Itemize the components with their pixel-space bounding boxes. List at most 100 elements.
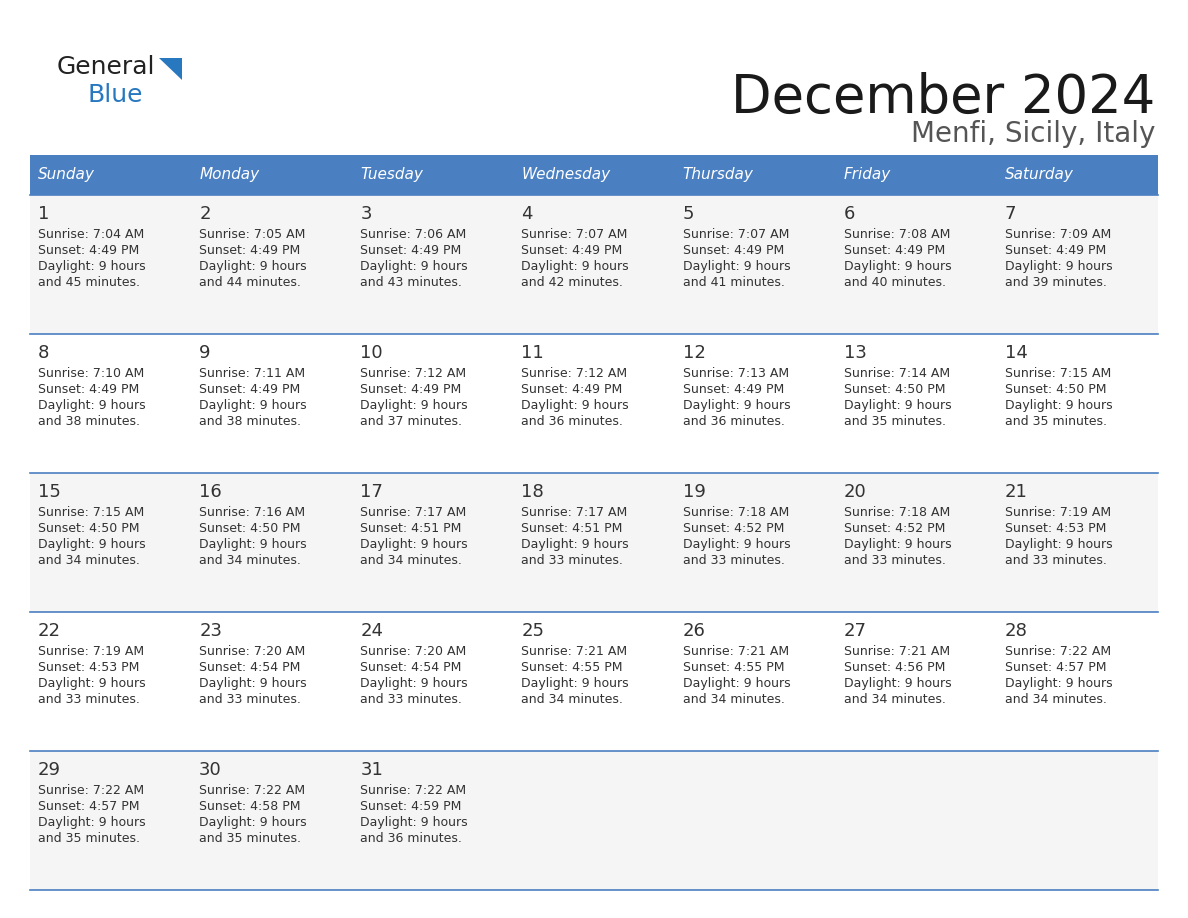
Text: Daylight: 9 hours: Daylight: 9 hours — [683, 260, 790, 273]
Text: and 33 minutes.: and 33 minutes. — [843, 554, 946, 567]
Text: Daylight: 9 hours: Daylight: 9 hours — [200, 399, 307, 412]
Text: Daylight: 9 hours: Daylight: 9 hours — [522, 677, 630, 690]
Text: Daylight: 9 hours: Daylight: 9 hours — [360, 538, 468, 551]
Bar — [191, 473, 353, 612]
Text: Sunset: 4:54 PM: Sunset: 4:54 PM — [360, 661, 462, 674]
Text: and 35 minutes.: and 35 minutes. — [200, 832, 301, 845]
Text: Daylight: 9 hours: Daylight: 9 hours — [1005, 399, 1112, 412]
Text: 9: 9 — [200, 344, 210, 362]
Text: Sunset: 4:49 PM: Sunset: 4:49 PM — [522, 383, 623, 396]
Text: Sunset: 4:49 PM: Sunset: 4:49 PM — [200, 244, 301, 257]
Text: 30: 30 — [200, 761, 222, 779]
Text: Sunrise: 7:15 AM: Sunrise: 7:15 AM — [1005, 367, 1111, 380]
Text: Blue: Blue — [87, 83, 143, 107]
Text: Sunrise: 7:22 AM: Sunrise: 7:22 AM — [38, 784, 144, 797]
Text: Sunset: 4:49 PM: Sunset: 4:49 PM — [683, 244, 784, 257]
Text: Sunset: 4:53 PM: Sunset: 4:53 PM — [1005, 522, 1106, 535]
Bar — [835, 334, 997, 473]
Text: 25: 25 — [522, 622, 544, 640]
Text: Daylight: 9 hours: Daylight: 9 hours — [843, 538, 952, 551]
Text: 12: 12 — [683, 344, 706, 362]
Text: Sunrise: 7:21 AM: Sunrise: 7:21 AM — [843, 645, 950, 658]
Bar — [353, 155, 513, 195]
Text: 29: 29 — [38, 761, 61, 779]
Text: Sunset: 4:55 PM: Sunset: 4:55 PM — [522, 661, 623, 674]
Text: 31: 31 — [360, 761, 384, 779]
Bar — [353, 195, 513, 334]
Text: and 38 minutes.: and 38 minutes. — [200, 415, 301, 428]
Bar — [191, 195, 353, 334]
Text: 23: 23 — [200, 622, 222, 640]
Text: Sunset: 4:49 PM: Sunset: 4:49 PM — [843, 244, 944, 257]
Bar — [513, 195, 675, 334]
Text: and 34 minutes.: and 34 minutes. — [843, 693, 946, 706]
Text: and 34 minutes.: and 34 minutes. — [1005, 693, 1107, 706]
Text: 19: 19 — [683, 483, 706, 501]
Text: Sunset: 4:56 PM: Sunset: 4:56 PM — [843, 661, 946, 674]
Text: Sunrise: 7:10 AM: Sunrise: 7:10 AM — [38, 367, 144, 380]
Text: 20: 20 — [843, 483, 866, 501]
Text: Daylight: 9 hours: Daylight: 9 hours — [200, 677, 307, 690]
Text: Sunset: 4:49 PM: Sunset: 4:49 PM — [360, 383, 461, 396]
Text: Sunset: 4:49 PM: Sunset: 4:49 PM — [200, 383, 301, 396]
Text: Sunset: 4:49 PM: Sunset: 4:49 PM — [360, 244, 461, 257]
Bar — [353, 751, 513, 890]
Text: and 36 minutes.: and 36 minutes. — [522, 415, 624, 428]
Text: and 37 minutes.: and 37 minutes. — [360, 415, 462, 428]
Text: Sunrise: 7:14 AM: Sunrise: 7:14 AM — [843, 367, 950, 380]
Text: Friday: Friday — [843, 167, 891, 183]
Text: Daylight: 9 hours: Daylight: 9 hours — [843, 677, 952, 690]
Bar — [835, 155, 997, 195]
Text: Sunset: 4:57 PM: Sunset: 4:57 PM — [38, 800, 139, 813]
Text: 1: 1 — [38, 205, 50, 223]
Bar — [675, 612, 835, 751]
Text: and 34 minutes.: and 34 minutes. — [360, 554, 462, 567]
Bar — [30, 155, 191, 195]
Text: and 39 minutes.: and 39 minutes. — [1005, 276, 1107, 289]
Text: Sunset: 4:51 PM: Sunset: 4:51 PM — [360, 522, 462, 535]
Text: Sunrise: 7:17 AM: Sunrise: 7:17 AM — [360, 506, 467, 519]
Text: Sunset: 4:49 PM: Sunset: 4:49 PM — [683, 383, 784, 396]
Text: Sunset: 4:53 PM: Sunset: 4:53 PM — [38, 661, 139, 674]
Text: Tuesday: Tuesday — [360, 167, 423, 183]
Text: 16: 16 — [200, 483, 222, 501]
Text: Daylight: 9 hours: Daylight: 9 hours — [683, 399, 790, 412]
Text: and 42 minutes.: and 42 minutes. — [522, 276, 624, 289]
Text: Daylight: 9 hours: Daylight: 9 hours — [1005, 260, 1112, 273]
Text: Sunrise: 7:19 AM: Sunrise: 7:19 AM — [1005, 506, 1111, 519]
Text: 22: 22 — [38, 622, 61, 640]
Text: and 34 minutes.: and 34 minutes. — [522, 693, 624, 706]
Text: 13: 13 — [843, 344, 866, 362]
Text: 26: 26 — [683, 622, 706, 640]
Text: Sunset: 4:49 PM: Sunset: 4:49 PM — [38, 244, 139, 257]
Bar — [30, 751, 191, 890]
Bar — [835, 473, 997, 612]
Text: Daylight: 9 hours: Daylight: 9 hours — [38, 399, 146, 412]
Text: Sunrise: 7:21 AM: Sunrise: 7:21 AM — [522, 645, 627, 658]
Bar — [997, 473, 1158, 612]
Bar — [513, 334, 675, 473]
Text: Sunrise: 7:20 AM: Sunrise: 7:20 AM — [200, 645, 305, 658]
Bar — [675, 195, 835, 334]
Bar — [513, 155, 675, 195]
Text: Sunrise: 7:16 AM: Sunrise: 7:16 AM — [200, 506, 305, 519]
Bar — [30, 195, 191, 334]
Text: Monday: Monday — [200, 167, 259, 183]
Bar — [675, 473, 835, 612]
Text: Sunrise: 7:12 AM: Sunrise: 7:12 AM — [522, 367, 627, 380]
Text: 6: 6 — [843, 205, 855, 223]
Text: 7: 7 — [1005, 205, 1017, 223]
Text: Sunset: 4:49 PM: Sunset: 4:49 PM — [38, 383, 139, 396]
Text: Sunrise: 7:17 AM: Sunrise: 7:17 AM — [522, 506, 627, 519]
Text: Daylight: 9 hours: Daylight: 9 hours — [522, 399, 630, 412]
Text: 11: 11 — [522, 344, 544, 362]
Text: Daylight: 9 hours: Daylight: 9 hours — [522, 260, 630, 273]
Bar — [30, 473, 191, 612]
Text: 8: 8 — [38, 344, 50, 362]
Text: and 34 minutes.: and 34 minutes. — [38, 554, 140, 567]
Text: Daylight: 9 hours: Daylight: 9 hours — [38, 538, 146, 551]
Text: Sunrise: 7:22 AM: Sunrise: 7:22 AM — [360, 784, 467, 797]
Text: Sunrise: 7:11 AM: Sunrise: 7:11 AM — [200, 367, 305, 380]
Text: Daylight: 9 hours: Daylight: 9 hours — [200, 538, 307, 551]
Text: Sunrise: 7:05 AM: Sunrise: 7:05 AM — [200, 228, 305, 241]
